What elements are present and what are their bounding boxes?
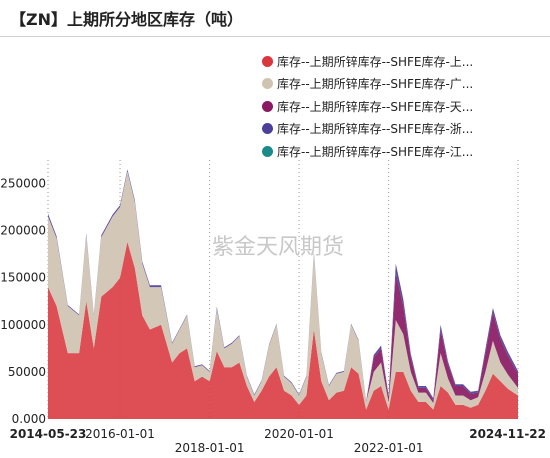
legend-item-guangdong[interactable]: 库存--上期所锌库存--SHFE库存-广...: [262, 73, 547, 96]
legend-marker-tianjin: [262, 100, 273, 112]
y-axis: 0.000 50000 100000 150000 200000 250000: [0, 177, 46, 426]
title-divider: [0, 36, 550, 37]
x-tick-label: 2020-01-01: [264, 427, 334, 441]
y-tick-label: 100000: [0, 318, 46, 332]
y-tick-label: 150000: [0, 271, 46, 285]
legend: 库存--上期所锌库存--SHFE库存-上... 库存--上期所锌库存--SHFE…: [262, 50, 547, 163]
legend-label: 库存--上期所锌库存--SHFE库存-浙...: [277, 122, 474, 137]
x-tick-label: 2024-11-22: [469, 427, 546, 441]
legend-marker-guangdong: [262, 78, 273, 90]
legend-item-jiangsu[interactable]: 库存--上期所锌库存--SHFE库存-江...: [262, 140, 547, 163]
legend-marker-jiangsu: [262, 145, 273, 157]
y-tick-label: 0.000: [12, 412, 46, 426]
legend-marker-shanghai: [262, 55, 273, 67]
x-tick-label: 2014-05-23: [10, 427, 87, 441]
watermark: 紫金天风期货: [212, 235, 344, 260]
x-tick-label: 2022-01-01: [354, 441, 424, 455]
legend-item-zhejiang[interactable]: 库存--上期所锌库存--SHFE库存-浙...: [262, 118, 547, 141]
legend-label: 库存--上期所锌库存--SHFE库存-天...: [277, 99, 474, 114]
legend-item-shanghai[interactable]: 库存--上期所锌库存--SHFE库存-上...: [262, 50, 547, 73]
area-series: [48, 169, 518, 419]
legend-item-tianjin[interactable]: 库存--上期所锌库存--SHFE库存-天...: [262, 95, 547, 118]
y-tick-label: 50000: [8, 365, 46, 379]
legend-label: 库存--上期所锌库存--SHFE库存-广...: [277, 77, 474, 92]
area-series-0: [48, 241, 518, 419]
legend-label: 库存--上期所锌库存--SHFE库存-江...: [277, 144, 474, 159]
y-tick-label: 200000: [0, 224, 46, 238]
legend-label: 库存--上期所锌库存--SHFE库存-上...: [277, 54, 474, 69]
x-tick-label: 2016-01-01: [85, 427, 155, 441]
area-series-1: [48, 171, 518, 410]
y-tick-label: 250000: [0, 177, 46, 191]
chart-title: 【ZN】上期所分地区库存（吨）: [10, 10, 243, 29]
x-tick-label: 2018-01-01: [175, 441, 245, 455]
legend-marker-zhejiang: [262, 123, 273, 135]
